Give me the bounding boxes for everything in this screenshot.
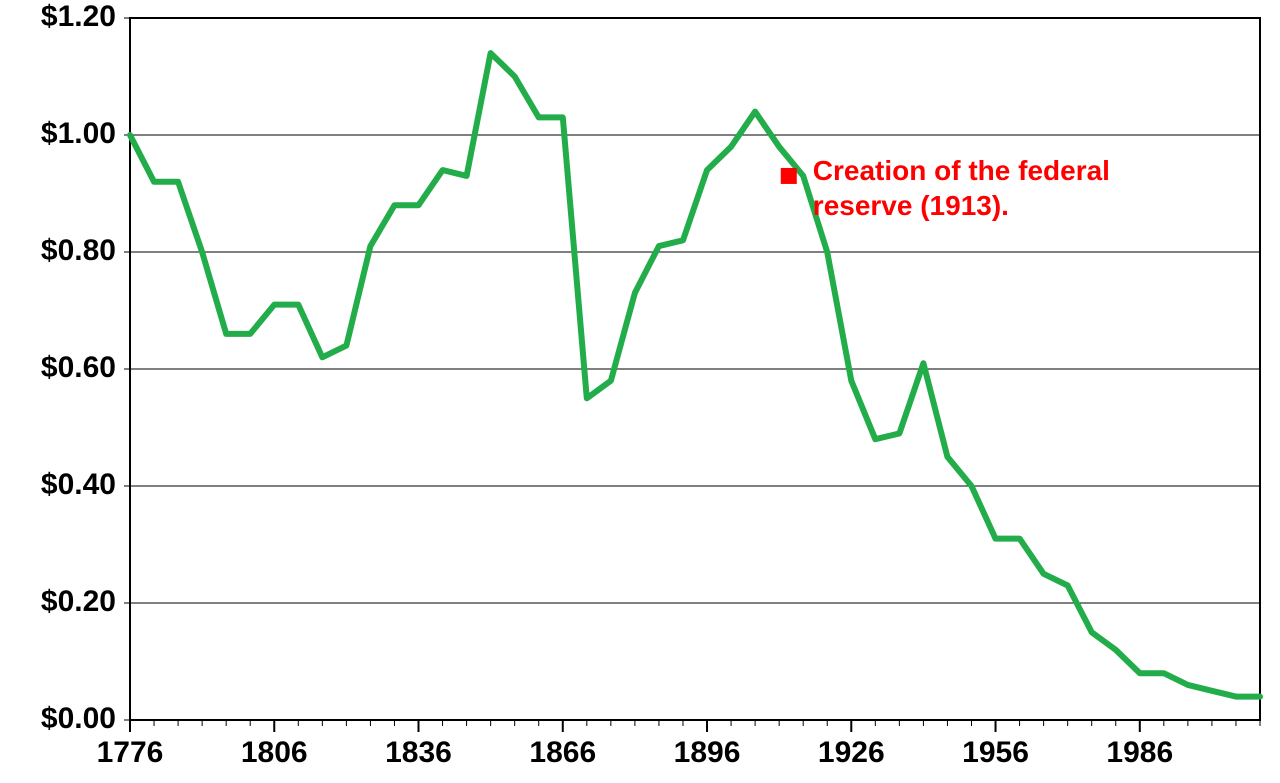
x-axis-label: 1836 — [369, 736, 469, 770]
y-axis-label: $1.20 — [0, 0, 116, 34]
x-axis-label: 1776 — [80, 736, 180, 770]
y-axis-label: $0.80 — [0, 234, 116, 268]
x-axis-label: 1926 — [801, 736, 901, 770]
x-axis-label: 1866 — [513, 736, 613, 770]
annotation-text: Creation of the federal reserve (1913). — [813, 153, 1110, 223]
chart-svg — [0, 0, 1280, 783]
annotation-line-1: Creation of the federal — [813, 155, 1110, 186]
y-axis-label: $0.40 — [0, 468, 116, 502]
y-axis-label: $0.00 — [0, 702, 116, 736]
y-axis-label: $1.00 — [0, 117, 116, 151]
line-chart: $0.00 $0.20 $0.40 $0.60 $0.80 $1.00 $1.20 1776… — [0, 0, 1280, 783]
x-axis-label: 1896 — [657, 736, 757, 770]
x-axis-label: 1806 — [224, 736, 324, 770]
annotation-line-2: reserve (1913). — [813, 190, 1009, 221]
y-axis-label: $0.20 — [0, 585, 116, 619]
y-axis-label: $0.60 — [0, 351, 116, 385]
x-axis-label: 1986 — [1090, 736, 1190, 770]
x-axis-label: 1956 — [946, 736, 1046, 770]
